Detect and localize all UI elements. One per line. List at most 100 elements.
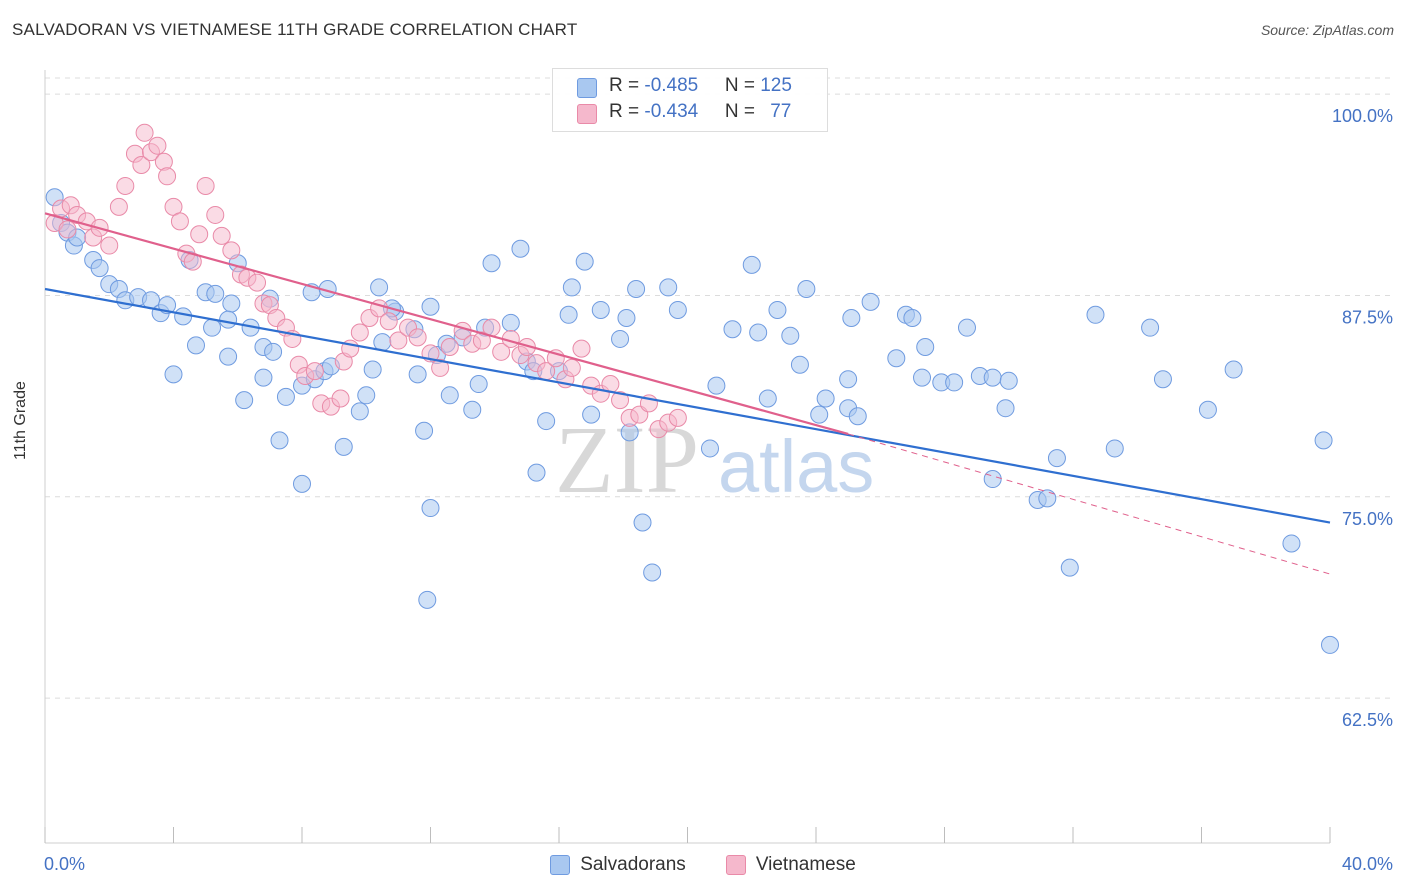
x-tick-label: 40.0% <box>1342 854 1393 874</box>
salvadoran-point <box>839 370 858 389</box>
legend-stats-salvadorans: R = -0.485 N = 125 <box>609 75 792 97</box>
series-swatch-salvadorans <box>550 855 571 875</box>
watermark-atlas: atlas <box>718 425 874 508</box>
salvadoran-point <box>219 310 238 329</box>
salvadoran-point <box>627 280 646 299</box>
salvadoran-point <box>203 318 222 337</box>
vietnamese-point <box>135 123 154 142</box>
y-tick-label: 62.5% <box>1342 710 1393 730</box>
trend-lines <box>44 212 1331 575</box>
watermark: ZIP atlas <box>555 406 874 513</box>
salvadoran-point <box>1224 360 1243 379</box>
vietnamese-point <box>305 362 324 381</box>
tick-labels: 62.5% 75.0% 87.5% 100.0% 0.0% 40.0% <box>44 106 1393 874</box>
salvadoran-point <box>887 349 906 368</box>
vietnamese-point <box>408 328 427 347</box>
salvadoran-point <box>357 386 376 405</box>
salvadoran-point <box>591 300 610 319</box>
x-tick-label: 0.0% <box>44 854 85 874</box>
salvadoran-point <box>463 400 482 419</box>
salvadoran-point <box>511 239 530 258</box>
salvadoran-point <box>810 405 829 424</box>
salvadoran-point <box>749 323 768 342</box>
salvadoran-point <box>983 368 1002 387</box>
salvadoran-point <box>1321 635 1339 654</box>
salvadoran-point <box>996 399 1015 418</box>
vietnamese-point <box>116 176 135 195</box>
axes <box>44 70 1331 844</box>
salvadoran-point <box>575 252 594 271</box>
salvadoran-point <box>848 407 867 426</box>
salvadoran-point <box>768 300 787 319</box>
salvadoran-point <box>270 431 289 450</box>
salvadoran-point <box>999 371 1018 390</box>
r-value: -0.485 <box>644 75 699 96</box>
r-value: -0.434 <box>644 101 699 122</box>
salvadoran-point <box>790 355 809 374</box>
series-legend-salvadorans: Salvadorans <box>550 852 686 878</box>
vietnamese-point <box>331 389 350 408</box>
vietnamese-point <box>611 391 630 410</box>
salvadoran-point <box>408 365 427 384</box>
y-tick-label: 87.5% <box>1342 307 1393 327</box>
series-legend-vietnamese: Vietnamese <box>725 852 856 878</box>
salvadoran-point <box>537 412 556 431</box>
salvadoran-point <box>816 389 835 408</box>
salvadoran-point <box>957 318 976 337</box>
salvadoran-point <box>1198 400 1217 419</box>
salvadoran-point <box>723 320 742 339</box>
salvadoran-point <box>370 278 389 297</box>
series-swatch-vietnamese <box>725 855 746 875</box>
vietnamese-point <box>109 197 128 216</box>
salvadoran-point <box>1314 431 1333 450</box>
salvadoran-point <box>861 292 880 311</box>
n-value: 125 <box>760 75 792 96</box>
vietnamese-point <box>212 226 231 245</box>
n-label: N = <box>724 101 761 122</box>
salvadoran-point <box>643 563 662 582</box>
vietnamese-point <box>431 358 450 377</box>
salvadoran-point <box>363 360 382 379</box>
legend-swatch-salvadorans <box>577 78 597 98</box>
series-name-salvadorans: Salvadorans <box>580 854 686 875</box>
salvadoran-point <box>633 513 652 532</box>
salvadoran-point <box>293 474 311 493</box>
salvadoran-point <box>1153 370 1172 389</box>
salvadoran-point <box>742 255 761 274</box>
vietnamese-point <box>668 408 687 427</box>
salvadoran-point <box>222 294 241 313</box>
salvadoran-point <box>916 337 935 356</box>
y-tick-label: 100.0% <box>1332 106 1393 126</box>
salvadoran-point <box>418 590 437 609</box>
salvadoran-point <box>440 386 459 405</box>
salvadoran-point <box>1086 305 1105 324</box>
salvadoran-point <box>797 280 816 299</box>
vietnamese-point <box>472 331 491 350</box>
vietnamese-point <box>206 205 225 224</box>
vietnamese-point <box>158 167 177 186</box>
vietnamese-trend-line <box>44 212 849 436</box>
salvadoran-point <box>264 342 283 361</box>
r-label: R = <box>609 101 645 122</box>
salvadoran-point <box>758 389 777 408</box>
salvadoran-point <box>254 368 273 387</box>
salvadoran-point <box>582 405 601 424</box>
n-value: 77 <box>770 101 792 122</box>
chart-title: SALVADORAN VS VIETNAMESE 11TH GRADE CORR… <box>12 20 578 39</box>
salvadoran-point <box>235 391 254 410</box>
salvadoran-point <box>1038 489 1057 508</box>
vietnamese-point <box>100 236 119 255</box>
vietnamese-point <box>170 212 189 231</box>
n-label: N = <box>724 75 761 96</box>
y-tick-label: 75.0% <box>1342 509 1393 529</box>
salvadoran-point <box>913 368 932 387</box>
salvadoran-point <box>350 402 369 421</box>
salvadoran-point <box>90 259 109 278</box>
vietnamese-point <box>196 176 215 195</box>
series-name-vietnamese: Vietnamese <box>755 854 856 875</box>
salvadoran-point <box>559 305 578 324</box>
salvadoran-point <box>903 309 922 328</box>
salvadoran-point <box>206 284 225 303</box>
salvadoran-point <box>373 333 392 352</box>
